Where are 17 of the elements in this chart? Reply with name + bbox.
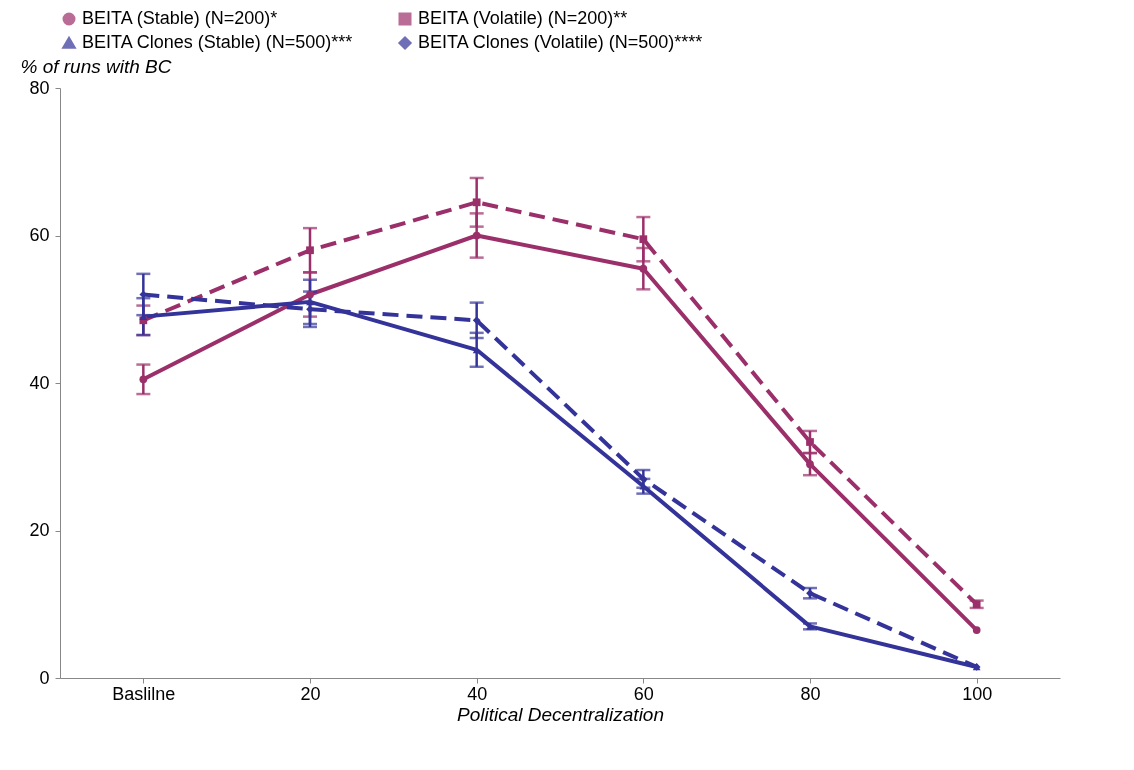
x-tick-label: 40 <box>467 683 488 704</box>
x-tick-label: 100 <box>962 683 993 704</box>
y-tick-label: 40 <box>29 372 50 393</box>
legend-label: BEITA Clones (Stable) (N=500)*** <box>82 32 353 52</box>
x-tick-label: Baslilne <box>112 683 176 704</box>
x-tick-label: 60 <box>633 683 654 704</box>
y-tick-label: 20 <box>29 520 50 540</box>
x-axis-title: Political Decentralization <box>457 703 664 725</box>
x-tick-label: 20 <box>300 683 321 704</box>
x-tick-label: 80 <box>800 683 821 704</box>
y-tick-label: 60 <box>29 225 50 245</box>
y-tick-label: 80 <box>29 77 50 98</box>
y-tick-label: 0 <box>39 667 50 688</box>
y-axis-title: % of runs with BC <box>20 55 172 77</box>
legend-label: BEITA (Volatile) (N=200)** <box>418 8 628 28</box>
legend-label: BEITA Clones (Volatile) (N=500)**** <box>418 32 703 52</box>
legend-label: BEITA (Stable) (N=200)* <box>82 8 278 28</box>
